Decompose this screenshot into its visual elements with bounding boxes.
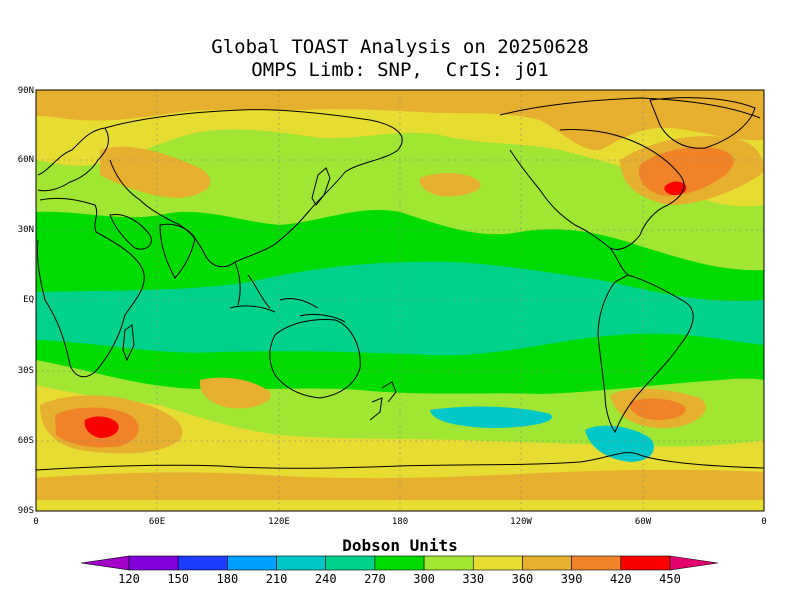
field-270-south-pacific xyxy=(430,406,552,428)
field-420-south-atlantic xyxy=(629,398,686,420)
field-420-namerica xyxy=(638,147,734,196)
lat-label-60n: 60N xyxy=(17,155,34,165)
grid-lines xyxy=(36,90,764,511)
lat-label-90n: 90N xyxy=(17,86,34,96)
field-390-arctic xyxy=(36,90,764,151)
lat-label-eq: EQ xyxy=(23,295,34,305)
colorbar-units-label: Dobson Units xyxy=(342,536,458,555)
coast-south-america xyxy=(597,274,694,434)
field-450-namerica xyxy=(664,181,687,196)
lon-label-180: 180 xyxy=(391,517,409,527)
coast-north-america xyxy=(499,97,761,276)
field-270-south-america xyxy=(585,425,654,462)
lat-label-90s: 90S xyxy=(17,506,34,516)
lat-label-30s: 30S xyxy=(17,366,34,376)
field-390-south-pacific xyxy=(199,377,271,409)
coast-madagascar xyxy=(122,324,135,362)
coast-antarctica xyxy=(36,452,764,471)
colorbar-tick-label: 390 xyxy=(560,572,583,586)
colorbar-box xyxy=(374,555,425,571)
chart-subtitle: OMPS Limb: SNP, CrIS: j01 xyxy=(251,59,549,81)
colorbar-box xyxy=(620,555,671,571)
map-frame xyxy=(35,89,765,512)
coast-se-asia xyxy=(234,261,271,309)
colorbar-box xyxy=(128,555,179,571)
coast-africa xyxy=(37,197,145,378)
field-390-antarctic xyxy=(36,469,764,500)
lat-label-30n: 30N xyxy=(17,225,34,235)
colorbar-tick-label: 420 xyxy=(609,572,632,586)
field-450-south-indian xyxy=(84,416,119,438)
coast-greenland xyxy=(649,97,756,149)
colorbar-box xyxy=(423,555,474,571)
field-390-siberia xyxy=(100,146,211,198)
colorbar-box xyxy=(522,555,572,571)
lon-label-60e: 60E xyxy=(148,517,166,527)
colorbar-tick-label: 150 xyxy=(167,572,190,586)
lon-label-0: 0 xyxy=(33,517,39,527)
colorbar-tick-label: 180 xyxy=(216,572,239,586)
colorbar-box xyxy=(276,555,327,571)
continent-outlines xyxy=(36,97,764,471)
colorbar-tick-label: 270 xyxy=(364,572,386,586)
colorbar-tick-label: 360 xyxy=(511,572,534,586)
coast-new-zealand xyxy=(369,381,397,421)
coast-japan xyxy=(311,167,331,206)
colorbar-tick-label: 330 xyxy=(462,572,485,586)
coast-india xyxy=(159,223,196,279)
colorbar-tick-label: 450 xyxy=(659,572,681,586)
lon-label-0-end: 0 xyxy=(761,517,767,527)
coast-australia xyxy=(269,319,361,399)
colorbar-box xyxy=(325,555,376,571)
coast-asia xyxy=(104,109,403,268)
colorbar-box xyxy=(472,555,523,571)
colorbar-box xyxy=(177,555,228,571)
coast-arabia xyxy=(109,213,152,250)
field-390-pacific-north xyxy=(419,173,481,197)
colorbar-tick-label: 240 xyxy=(314,572,337,586)
colorbar-arrow-low xyxy=(80,555,130,571)
colorbar-box xyxy=(571,555,622,571)
lon-label-60w: 60W xyxy=(634,517,652,527)
colorbar-arrow-high xyxy=(669,555,719,571)
colorbar-tick-label: 300 xyxy=(413,572,435,586)
coast-indonesia xyxy=(229,297,346,323)
colorbar-box xyxy=(227,555,277,571)
lat-label-60s: 60S xyxy=(17,436,34,446)
colorbar-tick-label: 210 xyxy=(265,572,288,586)
lon-label-120w: 120W xyxy=(510,517,532,527)
colorbar xyxy=(80,555,719,571)
lon-label-120e: 120E xyxy=(268,517,290,527)
coast-europe xyxy=(37,127,109,192)
colorbar-tick-label: 120 xyxy=(118,572,140,586)
chart-title: Global TOAST Analysis on 20250628 xyxy=(211,36,589,58)
